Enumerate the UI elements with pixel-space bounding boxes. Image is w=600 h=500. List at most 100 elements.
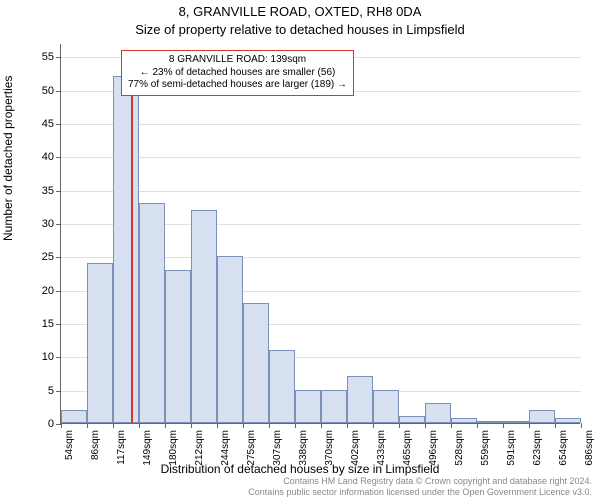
ytick-mark	[56, 391, 61, 392]
ytick-label: 40	[14, 151, 54, 163]
chart-title-desc: Size of property relative to detached ho…	[0, 22, 600, 37]
xtick-mark	[113, 423, 114, 428]
ytick-mark	[56, 91, 61, 92]
xtick-label: 180sqm	[168, 430, 179, 470]
xtick-label: 244sqm	[220, 430, 231, 470]
ytick-mark	[56, 124, 61, 125]
xtick-label: 686sqm	[584, 430, 595, 470]
histogram-bar	[61, 410, 87, 423]
xtick-label: 496sqm	[428, 430, 439, 470]
ytick-mark	[56, 157, 61, 158]
ytick-mark	[56, 57, 61, 58]
histogram-bar	[295, 390, 321, 423]
xtick-label: 559sqm	[480, 430, 491, 470]
annotation-box: 8 GRANVILLE ROAD: 139sqm← 23% of detache…	[121, 50, 354, 96]
ytick-mark	[56, 257, 61, 258]
ytick-label: 0	[14, 418, 54, 430]
xtick-mark	[217, 423, 218, 428]
property-marker-line	[131, 76, 133, 423]
histogram-bar	[191, 210, 217, 423]
xtick-label: 86sqm	[90, 430, 101, 470]
xtick-mark	[269, 423, 270, 428]
xtick-mark	[425, 423, 426, 428]
xtick-mark	[321, 423, 322, 428]
annotation-line1: 8 GRANVILLE ROAD: 139sqm	[128, 54, 347, 67]
xtick-mark	[191, 423, 192, 428]
ytick-label: 10	[14, 351, 54, 363]
gridline	[61, 124, 581, 125]
xtick-mark	[295, 423, 296, 428]
xtick-label: 654sqm	[558, 430, 569, 470]
footer-line2: Contains public sector information licen…	[248, 487, 592, 498]
ytick-mark	[56, 324, 61, 325]
xtick-label: 370sqm	[324, 430, 335, 470]
histogram-bar	[503, 421, 529, 423]
xtick-mark	[581, 423, 582, 428]
ytick-label: 55	[14, 51, 54, 63]
xtick-label: 591sqm	[506, 430, 517, 470]
xtick-mark	[347, 423, 348, 428]
chart-footer: Contains HM Land Registry data © Crown c…	[248, 476, 592, 498]
ytick-label: 25	[14, 251, 54, 263]
histogram-bar	[113, 76, 139, 423]
xtick-mark	[165, 423, 166, 428]
footer-line1: Contains HM Land Registry data © Crown c…	[248, 476, 592, 487]
xtick-label: 465sqm	[402, 430, 413, 470]
histogram-bar	[529, 410, 555, 423]
xtick-label: 212sqm	[194, 430, 205, 470]
xtick-mark	[529, 423, 530, 428]
chart-title-address: 8, GRANVILLE ROAD, OXTED, RH8 0DA	[0, 4, 600, 19]
xtick-label: 149sqm	[142, 430, 153, 470]
gridline	[61, 191, 581, 192]
ytick-label: 15	[14, 318, 54, 330]
xtick-label: 54sqm	[64, 430, 75, 470]
xtick-mark	[477, 423, 478, 428]
histogram-bar	[399, 416, 425, 423]
plot-area: 8 GRANVILLE ROAD: 139sqm← 23% of detache…	[60, 44, 580, 424]
histogram-bar	[373, 390, 399, 423]
ytick-mark	[56, 291, 61, 292]
histogram-bar	[451, 418, 477, 423]
ytick-mark	[56, 224, 61, 225]
xtick-label: 402sqm	[350, 430, 361, 470]
y-axis-label: Number of detached properties	[1, 76, 15, 241]
ytick-label: 35	[14, 185, 54, 197]
histogram-bar	[165, 270, 191, 423]
histogram-bar	[243, 303, 269, 423]
histogram-bar	[217, 256, 243, 423]
xtick-label: 623sqm	[532, 430, 543, 470]
xtick-mark	[139, 423, 140, 428]
ytick-label: 50	[14, 85, 54, 97]
gridline	[61, 157, 581, 158]
annotation-line2: ← 23% of detached houses are smaller (56…	[128, 67, 347, 80]
xtick-mark	[87, 423, 88, 428]
ytick-mark	[56, 191, 61, 192]
histogram-bar	[269, 350, 295, 423]
xtick-mark	[451, 423, 452, 428]
xtick-mark	[373, 423, 374, 428]
annotation-line3: 77% of semi-detached houses are larger (…	[128, 79, 347, 92]
xtick-label: 433sqm	[376, 430, 387, 470]
xtick-label: 528sqm	[454, 430, 465, 470]
histogram-bar	[425, 403, 451, 423]
histogram-bar	[477, 421, 503, 423]
ytick-label: 20	[14, 285, 54, 297]
ytick-label: 45	[14, 118, 54, 130]
xtick-label: 117sqm	[116, 430, 127, 470]
histogram-bar	[347, 376, 373, 423]
histogram-bar	[321, 390, 347, 423]
xtick-mark	[399, 423, 400, 428]
histogram-bar	[555, 418, 581, 423]
property-size-chart: 8, GRANVILLE ROAD, OXTED, RH8 0DA Size o…	[0, 0, 600, 500]
xtick-mark	[503, 423, 504, 428]
histogram-bar	[87, 263, 113, 423]
xtick-label: 307sqm	[272, 430, 283, 470]
xtick-mark	[61, 423, 62, 428]
xtick-label: 338sqm	[298, 430, 309, 470]
xtick-mark	[243, 423, 244, 428]
xtick-mark	[555, 423, 556, 428]
ytick-mark	[56, 357, 61, 358]
ytick-label: 30	[14, 218, 54, 230]
ytick-label: 5	[14, 385, 54, 397]
xtick-label: 275sqm	[246, 430, 257, 470]
